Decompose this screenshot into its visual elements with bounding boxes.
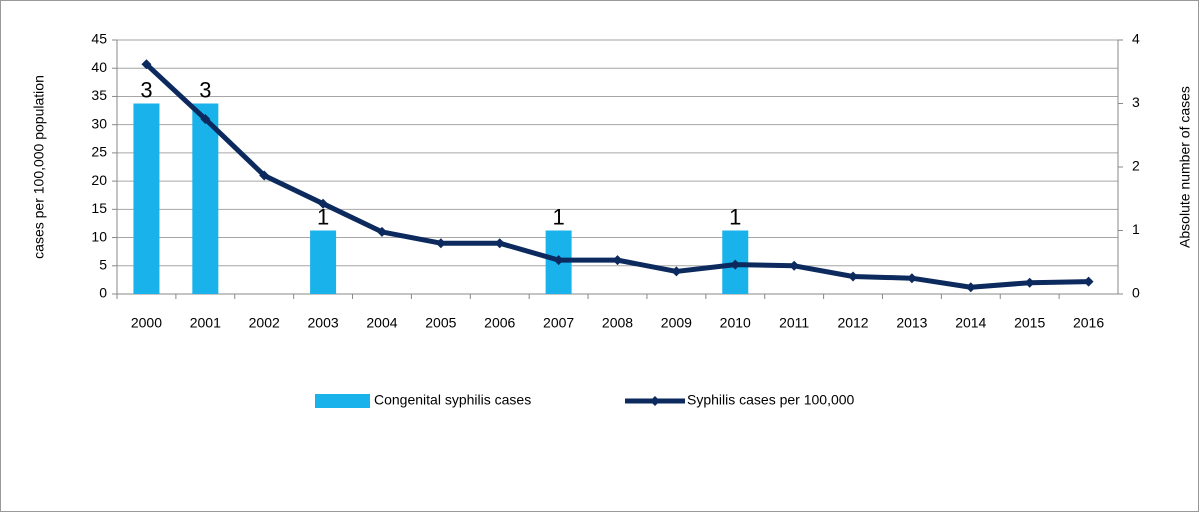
x-tick-label: 2005 (425, 315, 456, 331)
line-marker (906, 273, 917, 284)
y-tick-label: 25 (91, 144, 107, 160)
y2-tick-label: 1 (1132, 221, 1140, 237)
line-marker (259, 170, 270, 181)
bar (133, 103, 160, 294)
x-tick-label: 2011 (779, 315, 809, 331)
y-tick-label: 15 (91, 200, 107, 216)
line-marker (553, 255, 564, 266)
x-tick-label: 2003 (308, 315, 339, 331)
line-marker (612, 255, 623, 266)
line-marker (671, 266, 682, 277)
line-marker (141, 59, 152, 70)
line-marker (1024, 277, 1035, 288)
data-label: 3 (199, 77, 211, 102)
x-tick-label: 2015 (1014, 315, 1045, 331)
y-tick-label: 0 (99, 285, 107, 301)
x-tick-label: 2008 (602, 315, 633, 331)
legend-marker (650, 396, 660, 406)
x-tick-label: 2002 (249, 315, 280, 331)
y2-tick-label: 4 (1132, 31, 1140, 47)
line-marker (730, 259, 741, 270)
x-tick-label: 2009 (661, 315, 692, 331)
y-tick-label: 20 (91, 172, 107, 188)
bar (310, 230, 337, 294)
data-label: 1 (317, 204, 329, 229)
line-marker (965, 282, 976, 293)
x-tick-label: 2016 (1073, 315, 1104, 331)
data-label: 1 (729, 204, 741, 229)
line-marker (318, 198, 329, 209)
x-tick-label: 2013 (896, 315, 927, 331)
line-marker (200, 114, 211, 125)
data-label: 1 (552, 204, 564, 229)
line-marker (1083, 276, 1094, 287)
data-label: 3 (140, 77, 152, 102)
x-tick-label: 2012 (837, 315, 868, 331)
line-marker (435, 238, 446, 249)
legend-swatch (315, 394, 370, 408)
x-tick-label: 2007 (543, 315, 574, 331)
y2-tick-label: 0 (1132, 285, 1140, 301)
legend-label: Syphilis cases per 100,000 (687, 392, 855, 408)
y-tick-label: 45 (91, 31, 107, 47)
y2-axis-title: Absolute number of cases (1177, 86, 1193, 248)
line-marker (376, 226, 387, 237)
x-tick-label: 2004 (366, 315, 397, 331)
x-tick-label: 2010 (720, 315, 751, 331)
y-tick-label: 10 (91, 228, 107, 244)
line-marker (789, 260, 800, 271)
y-axis-title: cases per 100,000 population (31, 75, 47, 259)
y-tick-label: 5 (99, 256, 107, 272)
bar (192, 103, 219, 294)
y2-tick-label: 3 (1132, 94, 1140, 110)
y-tick-label: 35 (91, 87, 107, 103)
y2-tick-label: 2 (1132, 158, 1140, 174)
y-tick-label: 30 (91, 115, 107, 131)
legend-label: Congenital syphilis cases (374, 392, 531, 408)
line-marker (848, 271, 859, 282)
x-tick-label: 2001 (190, 315, 221, 331)
x-tick-label: 2006 (484, 315, 515, 331)
y-tick-label: 40 (91, 59, 107, 75)
x-tick-label: 2000 (131, 315, 162, 331)
line-marker (494, 238, 505, 249)
x-tick-label: 2014 (955, 315, 986, 331)
